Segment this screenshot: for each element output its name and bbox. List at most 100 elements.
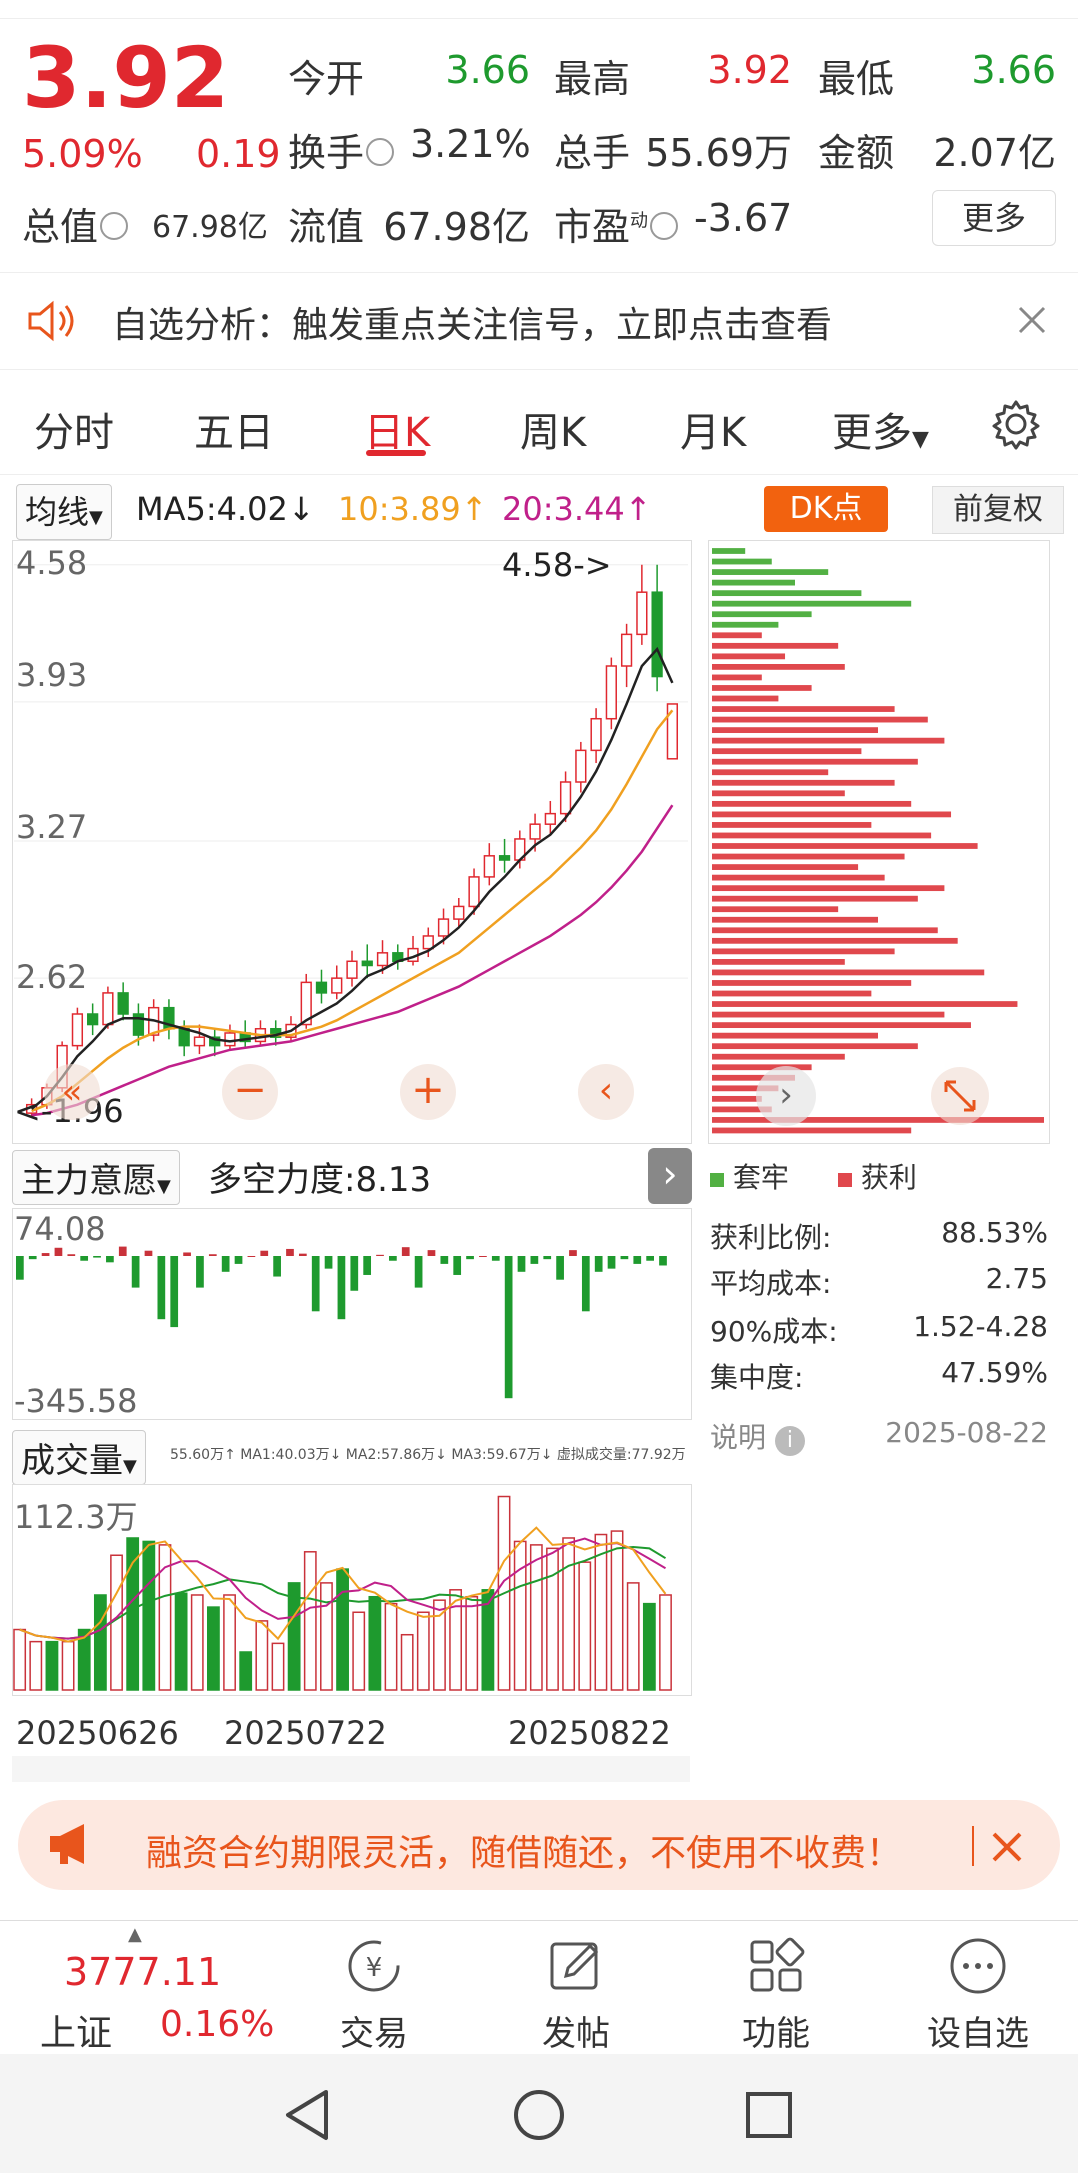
kline-chart[interactable] [12, 540, 692, 1144]
open-value: 3.66 [445, 48, 530, 92]
indicator-bar [491, 1256, 500, 1261]
chip-bar [712, 959, 845, 965]
function-grid-icon[interactable] [744, 1934, 808, 1998]
indicator-bottom-tick: -345.58 [14, 1382, 138, 1420]
tab-monthly-k[interactable]: 月K [680, 410, 747, 456]
low-value: 3.66 [971, 48, 1056, 92]
chip-bar [712, 916, 878, 923]
volume-bar [303, 1551, 317, 1691]
post-icon[interactable] [544, 1934, 608, 1998]
nav-trade-label[interactable]: 交易 [340, 2014, 408, 2054]
close-icon[interactable] [1016, 304, 1048, 336]
chip-bar [712, 1085, 779, 1092]
info-icon: i [774, 1426, 805, 1456]
indicator-bar [389, 1256, 397, 1261]
indicator-bar [543, 1256, 552, 1260]
close-icon[interactable] [990, 1830, 1024, 1864]
notice-bar[interactable] [0, 272, 1078, 370]
candle-body [346, 960, 358, 979]
indicator-bar [234, 1256, 243, 1264]
candle-body [437, 918, 450, 937]
mktcap-label[interactable]: 总值 [22, 196, 130, 251]
ma-select[interactable]: 均线▼ [16, 484, 112, 540]
chip-bar [712, 695, 779, 702]
gear-icon[interactable] [990, 398, 1042, 450]
adjust-button[interactable]: 前复权 [932, 486, 1064, 534]
volume-bar [13, 1628, 27, 1691]
amount-value: 2.07亿 [933, 131, 1056, 175]
indicator-bar [530, 1256, 539, 1264]
ma5-readout: MA5:4.02↓ [136, 490, 315, 528]
y-tick-label: 3.27 [16, 808, 88, 846]
chip-next-button[interactable]: › [756, 1066, 816, 1126]
kline-chart-panel[interactable] [12, 540, 692, 1144]
volume-bar [320, 1582, 333, 1691]
turnover-label[interactable]: 换手 [288, 122, 396, 177]
nav-add-watch-label[interactable]: 设自选 [927, 2014, 1029, 2054]
candle-body [376, 952, 389, 967]
chip-bar [712, 874, 885, 881]
chip-bar [712, 990, 872, 997]
chip-bar [712, 611, 812, 618]
indicator-bar [144, 1250, 153, 1256]
notice-text[interactable]: 自选分析：触发重点关注信号，立即点击查看 [112, 305, 833, 346]
explain-link[interactable]: 说明 i [710, 1416, 805, 1456]
indicator-bar [286, 1248, 294, 1256]
expand-icon[interactable] [930, 1066, 990, 1126]
candle-body [178, 1028, 190, 1047]
more-circle-icon[interactable] [946, 1934, 1010, 1998]
nav-post-label[interactable]: 发帖 [542, 2014, 610, 2054]
tab-five-day[interactable]: 五日 [194, 410, 274, 456]
dk-point-button[interactable]: DK点 [764, 486, 888, 532]
trade-icon[interactable]: ¥ [342, 1934, 406, 1998]
indicator-bar [581, 1256, 590, 1312]
caret-down-icon: ▼ [912, 427, 929, 452]
recents-square-icon[interactable] [744, 2090, 794, 2140]
volume-bar [271, 1642, 285, 1691]
nav-function-label[interactable]: 功能 [742, 2014, 810, 2054]
volume-bar [400, 1633, 414, 1691]
candle-body [666, 703, 679, 760]
more-quote-button[interactable]: 更多 [932, 190, 1056, 246]
zoom-in-button[interactable]: + [400, 1064, 456, 1120]
candle-body [544, 812, 556, 825]
tab-weekly-k[interactable]: 周K [520, 410, 587, 456]
back-triangle-icon[interactable] [282, 2088, 332, 2142]
chevron-right-icon: › [662, 1152, 678, 1196]
volume-value: 55.69万 [645, 131, 792, 175]
pe-label[interactable]: 市盈动 [554, 196, 680, 251]
candle-body [117, 992, 129, 1015]
profit-ratio-label: 获利比例: [710, 1221, 832, 1254]
indicator-bar [646, 1256, 654, 1261]
promo-divider [972, 1826, 974, 1866]
indicator-bar [504, 1256, 513, 1399]
zoom-out-button[interactable]: − [222, 1064, 278, 1120]
tab-intraday[interactable]: 分时 [34, 410, 114, 456]
volume-bar [578, 1561, 592, 1691]
pe-value: -3.67 [694, 196, 793, 240]
date-label: 20250822 [508, 1714, 671, 1752]
chip-bar [712, 569, 829, 575]
volume-ma1-line [19, 1526, 667, 1643]
ma5-line [30, 646, 674, 1110]
tab-more[interactable]: 更多▼ [832, 410, 929, 456]
index-name[interactable]: 上证 [40, 2013, 113, 2054]
index-value[interactable]: 3777.11 [64, 1950, 222, 1994]
indicator-next-button[interactable]: › [648, 1148, 692, 1204]
indicator-select[interactable]: 主力意愿▼ [12, 1150, 180, 1205]
tab-daily-k[interactable]: 日K [364, 410, 431, 456]
scroll-left-button[interactable]: ‹ [578, 1064, 634, 1120]
volume-select[interactable]: 成交量▼ [12, 1430, 146, 1485]
index-change[interactable]: 0.16% [160, 2004, 275, 2045]
promo-banner[interactable] [18, 1800, 1060, 1890]
candle-body [453, 905, 465, 920]
chip-bar [712, 822, 872, 828]
indicator-bar [659, 1256, 667, 1266]
fast-back-button[interactable]: « [44, 1064, 100, 1120]
promo-text[interactable]: 融资合约期限灵活，随借随还，不使用不收费！ [146, 1833, 903, 1874]
volume-bar [529, 1544, 543, 1691]
chip-bar [712, 927, 938, 934]
candle-body [422, 935, 434, 950]
home-circle-icon[interactable] [512, 2088, 566, 2142]
candle-body [559, 781, 572, 815]
